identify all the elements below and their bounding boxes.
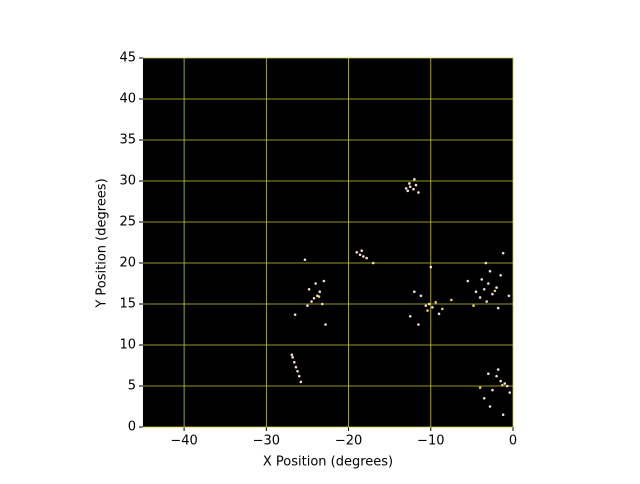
point [406, 189, 410, 193]
x-tick-label: −30 [253, 434, 280, 449]
point [413, 178, 416, 181]
point [501, 383, 504, 387]
point [472, 304, 475, 307]
point [482, 397, 486, 400]
y-tick-label: 5 [128, 379, 136, 394]
point [322, 279, 326, 283]
point [491, 388, 494, 392]
point [362, 255, 365, 258]
point [478, 296, 482, 299]
point [503, 382, 507, 385]
point [496, 368, 500, 371]
point [293, 313, 297, 316]
point [355, 251, 359, 254]
point [317, 295, 321, 298]
point [496, 306, 500, 310]
x-tick-label: 0 [509, 434, 517, 449]
plot-background [143, 58, 513, 427]
point [480, 278, 484, 281]
point [408, 182, 411, 185]
point [310, 300, 313, 303]
y-tick-label: 15 [119, 297, 136, 312]
point [296, 369, 299, 373]
point [297, 374, 301, 378]
x-tick-label: −20 [335, 434, 362, 449]
y-tick-label: 45 [119, 51, 136, 66]
point [499, 274, 502, 277]
point [466, 279, 470, 283]
x-axis-label: X Position (degrees) [263, 455, 393, 470]
point [290, 353, 294, 357]
point [358, 253, 362, 257]
point [299, 380, 303, 384]
y-tick-label: 35 [119, 133, 136, 148]
point [431, 305, 434, 309]
point [450, 298, 453, 302]
point [306, 304, 309, 307]
point [488, 405, 492, 408]
y-tick-label: 0 [128, 420, 136, 435]
point [487, 372, 490, 376]
point [440, 307, 444, 311]
point [474, 290, 478, 294]
point [482, 287, 486, 291]
point [424, 304, 428, 307]
point [426, 309, 429, 312]
point [493, 289, 497, 293]
point [434, 301, 438, 304]
point [488, 269, 492, 273]
point [371, 261, 375, 265]
point [417, 323, 420, 326]
point [499, 379, 502, 383]
x-tick-label: −40 [170, 434, 197, 449]
point [412, 187, 415, 191]
point [501, 251, 505, 255]
y-tick-label: 30 [119, 174, 136, 189]
point [365, 256, 368, 260]
point [408, 315, 412, 318]
point [413, 290, 416, 294]
point [419, 294, 423, 298]
point [508, 391, 512, 394]
point [294, 365, 298, 369]
y-tick-label: 20 [119, 256, 136, 271]
point [314, 282, 317, 285]
point [495, 286, 498, 289]
point [501, 413, 505, 417]
x-tick-label: −10 [417, 434, 444, 449]
point [307, 287, 311, 291]
point [408, 185, 412, 189]
point [429, 265, 433, 269]
point [404, 187, 408, 190]
point [495, 374, 498, 378]
point [292, 360, 296, 364]
point [427, 302, 431, 306]
point [291, 356, 294, 359]
point [437, 312, 441, 316]
point [487, 282, 490, 285]
point [320, 302, 324, 306]
point [360, 249, 364, 252]
y-tick-label: 25 [119, 215, 136, 230]
point [318, 290, 322, 294]
point [414, 183, 418, 187]
point [312, 296, 316, 300]
point [507, 294, 511, 298]
point [478, 386, 482, 389]
point [485, 300, 488, 303]
point [324, 323, 327, 326]
y-axis-label: Y Position (degrees) [95, 178, 110, 308]
y-tick-label: 40 [119, 92, 136, 107]
point [303, 258, 307, 262]
y-tick-label: 10 [119, 338, 136, 353]
point [417, 191, 420, 194]
point [484, 261, 488, 265]
point [491, 292, 494, 296]
point [505, 384, 509, 388]
